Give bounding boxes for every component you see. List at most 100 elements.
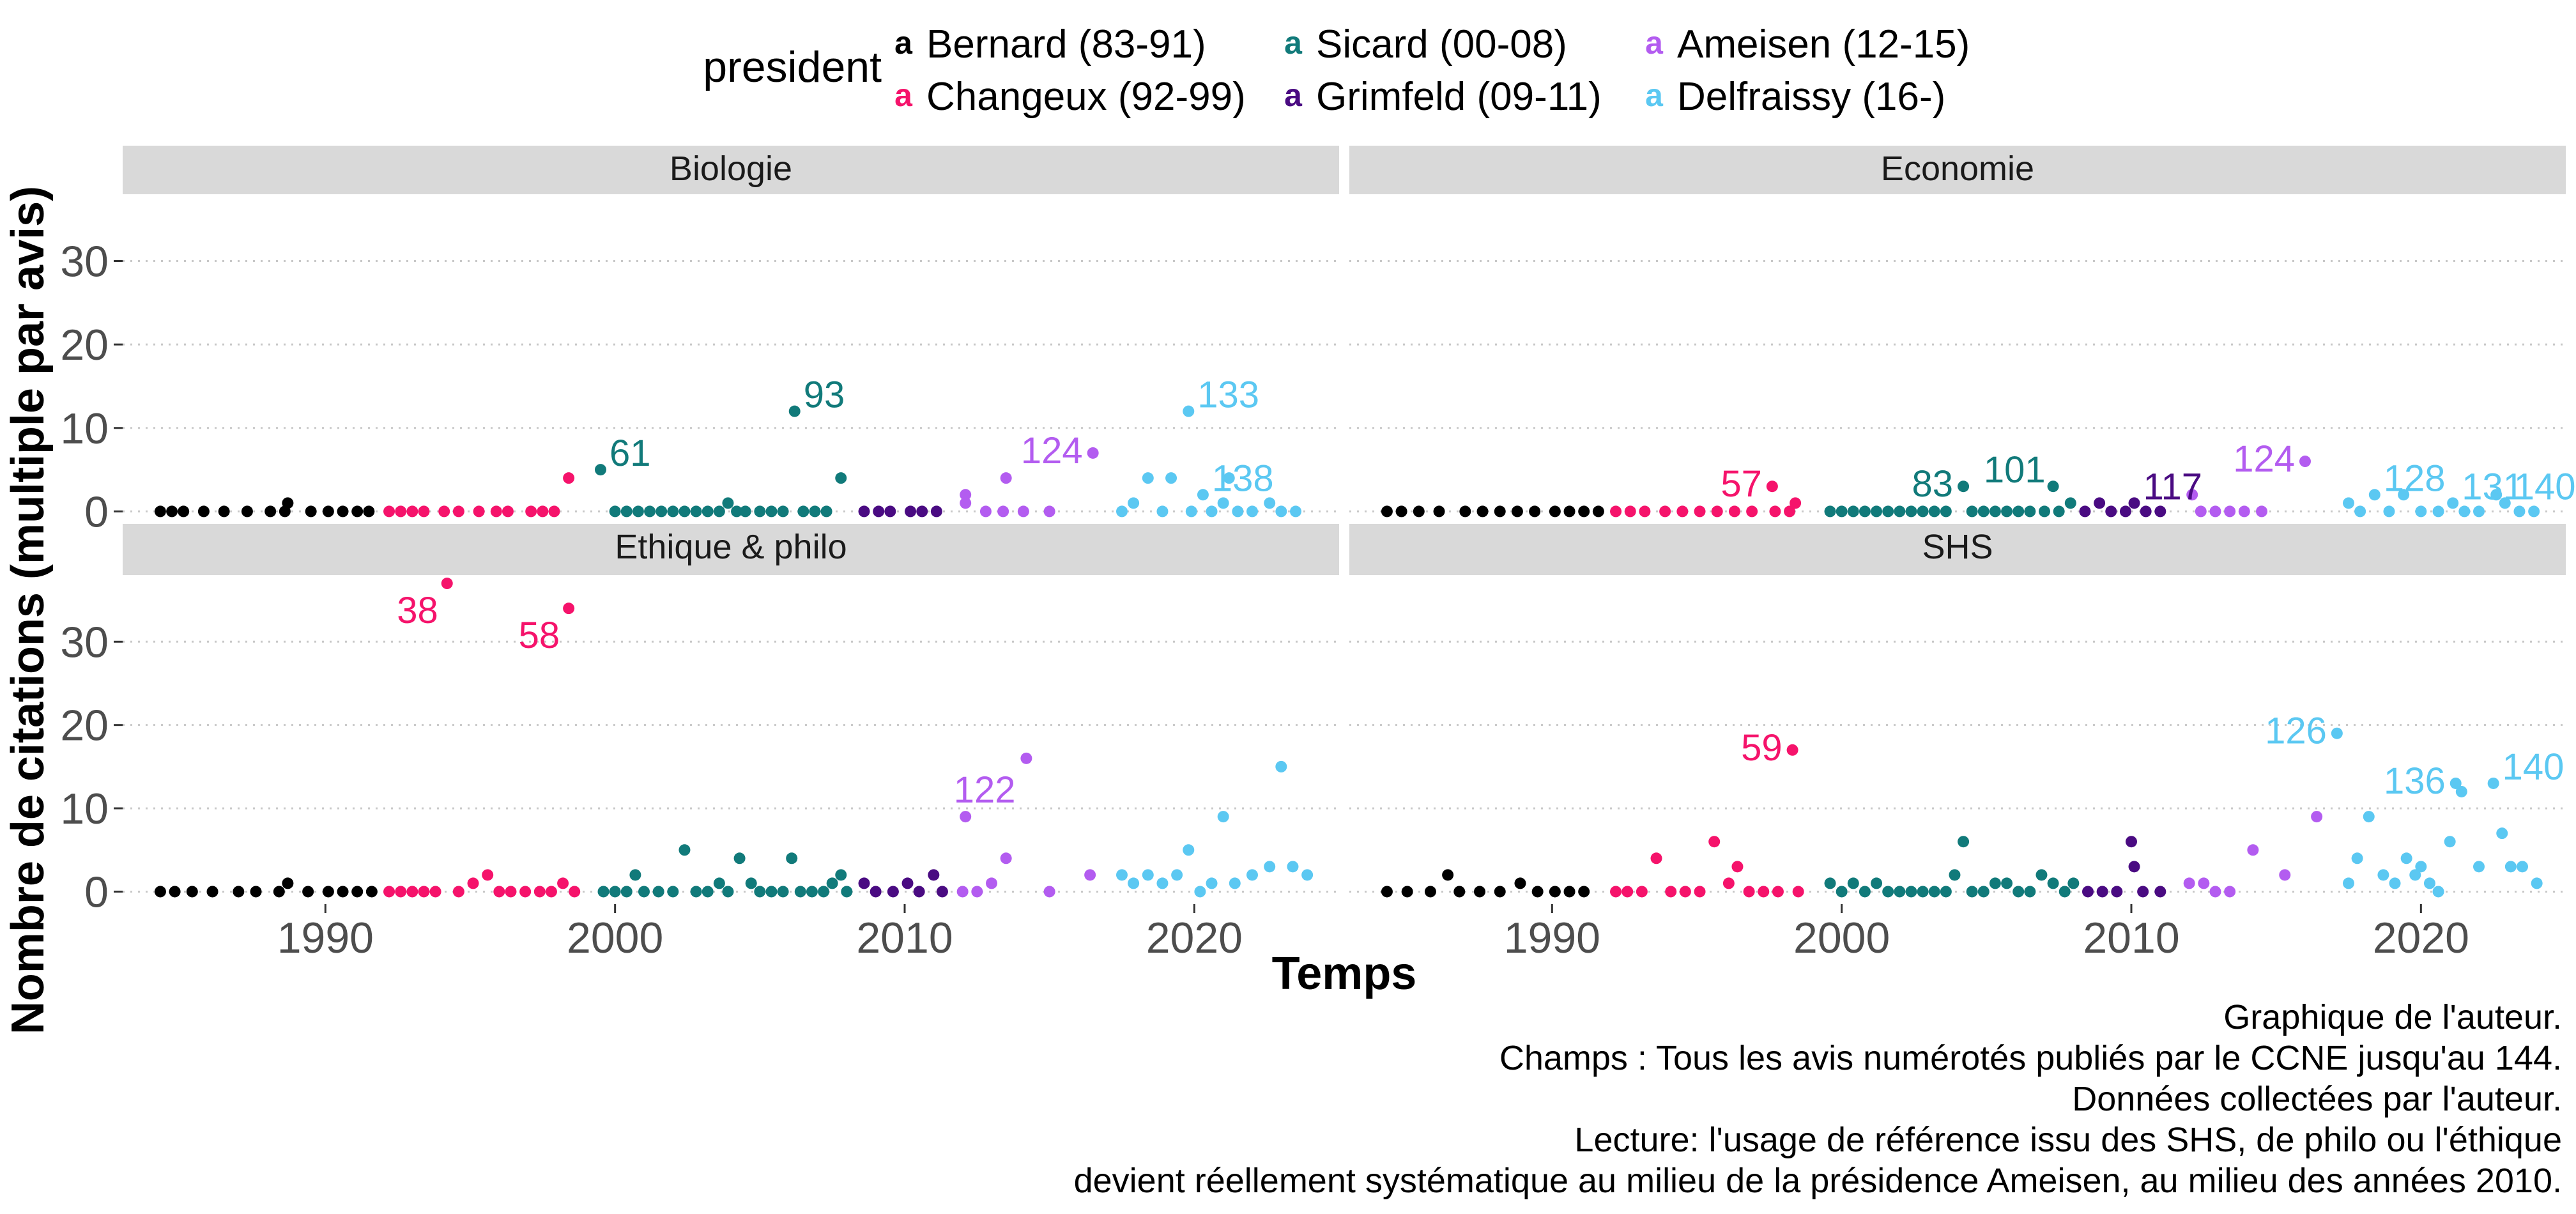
data-point: [2415, 861, 2427, 873]
data-point: [2111, 886, 2123, 898]
data-point: [1949, 869, 1961, 881]
data-point: [2447, 497, 2459, 509]
x-tick-label: 2010: [2083, 914, 2179, 962]
data-point: [1917, 505, 1929, 518]
data-point: [884, 505, 896, 518]
data-point: [1128, 497, 1140, 509]
data-point: [1722, 877, 1735, 889]
data-point: [2473, 861, 2485, 873]
data-point: [806, 886, 818, 898]
data-point: [887, 886, 899, 898]
data-point: [1206, 877, 1218, 889]
data-point: [467, 877, 479, 889]
data-point: [493, 886, 505, 898]
data-label: 57: [1721, 463, 1762, 505]
data-point: [1836, 886, 1848, 898]
data-point: [218, 505, 230, 518]
data-point: [1966, 505, 1978, 518]
y-tick-label: 30: [60, 618, 109, 666]
data-point: [2119, 505, 2131, 518]
data-point: [406, 886, 418, 898]
data-point: [1156, 877, 1169, 889]
data-point: [452, 505, 464, 518]
data-point: [1928, 886, 1940, 898]
data-point: [1610, 505, 1622, 518]
data-point: [383, 505, 395, 518]
x-tick-label: 2000: [567, 914, 663, 962]
data-point: [1000, 852, 1012, 864]
data-point: [525, 505, 537, 518]
data-point: [502, 505, 514, 518]
data-point: [722, 497, 734, 509]
data-point: [2504, 861, 2517, 873]
data-point: [406, 505, 418, 518]
legend-label-delfraissy: Delfraissy (16-): [1677, 75, 1945, 119]
data-point: [1413, 505, 1425, 518]
data-point: [1087, 447, 1099, 459]
data-point: [2400, 852, 2412, 864]
data-point: [1223, 472, 1235, 484]
data-point: [835, 869, 847, 881]
data-point: [2047, 877, 2059, 889]
data-point: [2444, 836, 2456, 848]
y-tick-label: 20: [60, 321, 109, 369]
data-point: [2368, 489, 2380, 501]
data-point: [873, 505, 885, 518]
data-label: 131: [2462, 466, 2524, 507]
facet-panels: Biologie 0 10 20 30 61 93 124 133 138 Economie 57 83…: [60, 146, 2576, 962]
data-label: 59: [1741, 727, 1782, 769]
data-point: [2183, 877, 2195, 889]
data-point: [786, 852, 798, 864]
data-point: [1529, 505, 1541, 518]
data-point: [2137, 886, 2149, 898]
data-point: [1171, 869, 1183, 881]
data-point: [241, 505, 253, 518]
data-point: [1401, 886, 1413, 898]
data-point: [1847, 877, 1859, 889]
data-point: [667, 505, 679, 518]
data-point: [537, 505, 549, 518]
x-tick-label: 2000: [1793, 914, 1890, 962]
data-point: [2198, 877, 2210, 889]
data-point: [429, 886, 441, 898]
data-point: [1183, 405, 1195, 417]
data-point: [1142, 472, 1154, 484]
data-point: [620, 505, 632, 518]
data-point: [1511, 505, 1523, 518]
data-point: [490, 505, 502, 518]
data-point: [777, 505, 789, 518]
data-point: [1905, 886, 1917, 898]
data-point: [2058, 886, 2071, 898]
legend-key-grimfeld: a: [1284, 77, 1303, 113]
data-point: [473, 505, 485, 518]
data-point: [2247, 844, 2259, 856]
data-label: 83: [1912, 463, 1954, 505]
data-point: [2423, 877, 2435, 889]
data-point: [233, 886, 245, 898]
data-point: [858, 877, 870, 889]
data-point: [1514, 877, 1526, 889]
data-point: [1084, 869, 1096, 881]
legend-item-ameisen: a Ameisen (12-15): [1645, 22, 1970, 66]
data-point: [2256, 505, 2267, 518]
data-point: [2455, 785, 2467, 797]
data-point: [1871, 877, 1883, 889]
data-point: [1728, 505, 1740, 518]
data-label: 58: [519, 615, 560, 656]
legend-key-bernard: a: [894, 25, 913, 61]
data-point: [548, 505, 560, 518]
data-point: [2279, 869, 2291, 881]
data-point: [2432, 886, 2444, 898]
data-point: [901, 877, 914, 889]
data-point: [678, 844, 691, 856]
data-label: 133: [1197, 374, 1259, 416]
data-point: [765, 886, 778, 898]
x-tick-label: 2010: [856, 914, 953, 962]
data-point: [1859, 505, 1871, 518]
data-point: [282, 497, 294, 509]
data-point: [1977, 505, 1989, 518]
data-point: [609, 505, 621, 518]
data-label: 122: [954, 769, 1016, 811]
